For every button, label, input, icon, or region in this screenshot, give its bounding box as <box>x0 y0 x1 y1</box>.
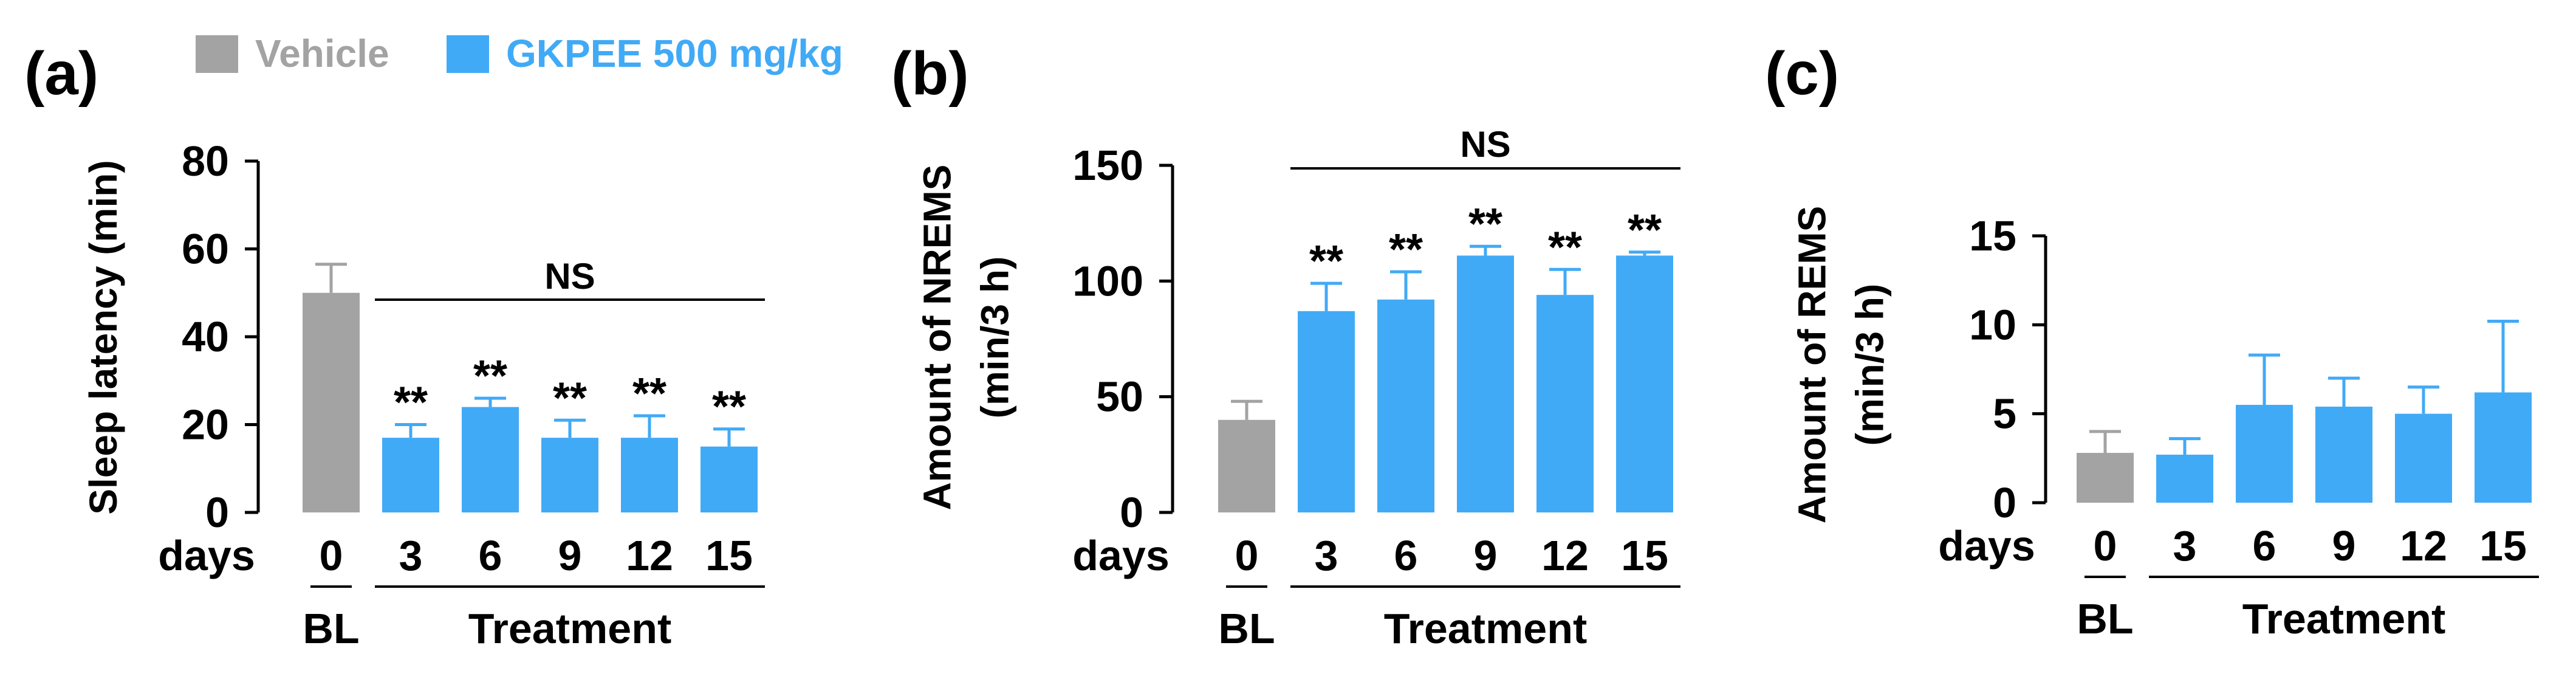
day-label-3: 3 <box>2173 522 2197 570</box>
panel-letter: (b) <box>891 40 969 108</box>
day-label-3: 3 <box>399 532 423 579</box>
bar-12 <box>621 438 678 512</box>
day-label-6: 6 <box>479 532 502 579</box>
bar-3 <box>382 438 439 512</box>
panel-letter: (a) <box>24 40 98 108</box>
day-label-0: 0 <box>2094 522 2117 570</box>
significance-mark: ** <box>1309 237 1343 286</box>
treatment-label: Treatment <box>1384 605 1588 652</box>
legend-label-treatment: GKPEE 500 mg/kg <box>506 32 843 75</box>
day-label-15: 15 <box>2479 522 2527 570</box>
bar-9 <box>2315 406 2372 503</box>
y-tick-label: 0 <box>1993 479 2016 526</box>
significance-mark: ** <box>712 383 746 432</box>
bar-12 <box>2395 413 2452 503</box>
day-label-15: 15 <box>705 532 753 579</box>
bar-9 <box>541 438 598 512</box>
ns-label: NS <box>544 256 595 297</box>
legend: Vehicle GKPEE 500 mg/kg <box>196 32 843 75</box>
bar-15 <box>701 446 758 512</box>
days-label: days <box>1072 532 1170 579</box>
days-label: days <box>1938 522 2035 570</box>
legend-swatch-vehicle <box>196 35 238 73</box>
panel-letter: (c) <box>1765 40 1839 108</box>
bar-15 <box>1616 255 1673 512</box>
significance-mark: ** <box>553 374 587 422</box>
day-label-12: 12 <box>626 532 673 579</box>
y-axis-label: Sleep latency (min) <box>81 160 125 514</box>
bar-9 <box>1457 255 1514 512</box>
treatment-label: Treatment <box>2242 595 2446 643</box>
legend-label-vehicle: Vehicle <box>255 32 389 75</box>
significance-mark: ** <box>1389 226 1423 274</box>
day-label-9: 9 <box>1474 532 1498 579</box>
treatment-label: Treatment <box>468 605 672 652</box>
y-tick-label: 150 <box>1072 142 1143 189</box>
y-tick-label: 0 <box>205 489 229 536</box>
day-label-12: 12 <box>2400 522 2447 570</box>
day-label-9: 9 <box>2332 522 2356 570</box>
y-axis-label: Amount of REMS <box>1790 206 1834 524</box>
legend-swatch-treatment <box>447 35 489 73</box>
day-label-15: 15 <box>1621 532 1668 579</box>
y-tick-label: 100 <box>1072 257 1143 305</box>
significance-mark: ** <box>1468 200 1502 249</box>
y-tick-label: 80 <box>182 137 229 185</box>
y-tick-label: 50 <box>1096 373 1143 421</box>
y-tick-label: 15 <box>1969 212 2016 260</box>
bl-label: BL <box>1218 605 1275 652</box>
significance-mark: ** <box>394 379 428 427</box>
day-label-12: 12 <box>1541 532 1589 579</box>
y-tick-label: 20 <box>182 401 229 449</box>
days-label: days <box>158 532 255 579</box>
ns-label: NS <box>1460 124 1510 165</box>
bar-3 <box>1298 311 1355 512</box>
y-axis-label: Amount of NREMS <box>916 165 959 511</box>
bar-12 <box>1536 295 1594 512</box>
bar-6 <box>462 407 519 512</box>
bar-0 <box>1218 419 1275 512</box>
bar-6 <box>1377 299 1434 512</box>
significance-mark: ** <box>1548 223 1582 272</box>
day-label-9: 9 <box>558 532 582 579</box>
day-label-0: 0 <box>320 532 343 579</box>
y-tick-label: 60 <box>182 226 229 273</box>
significance-mark: ** <box>473 352 507 401</box>
bar-3 <box>2156 454 2213 503</box>
day-label-0: 0 <box>1235 532 1259 579</box>
y-axis-label: (min/3 h) <box>1848 284 1892 446</box>
y-tick-label: 10 <box>1969 301 2016 348</box>
bar-6 <box>2236 405 2293 503</box>
day-label-6: 6 <box>2253 522 2276 570</box>
significance-mark: ** <box>1628 206 1662 255</box>
bl-label: BL <box>2077 595 2133 643</box>
bl-label: BL <box>303 605 359 652</box>
y-tick-label: 40 <box>182 313 229 360</box>
y-axis-label: (min/3 h) <box>973 257 1017 419</box>
day-label-6: 6 <box>1394 532 1418 579</box>
bar-0 <box>303 292 360 512</box>
day-label-3: 3 <box>1315 532 1338 579</box>
y-tick-label: 0 <box>1120 489 1143 536</box>
significance-mark: ** <box>632 370 666 418</box>
y-tick-label: 5 <box>1993 390 2016 438</box>
bar-0 <box>2077 453 2134 503</box>
bar-15 <box>2475 392 2532 503</box>
